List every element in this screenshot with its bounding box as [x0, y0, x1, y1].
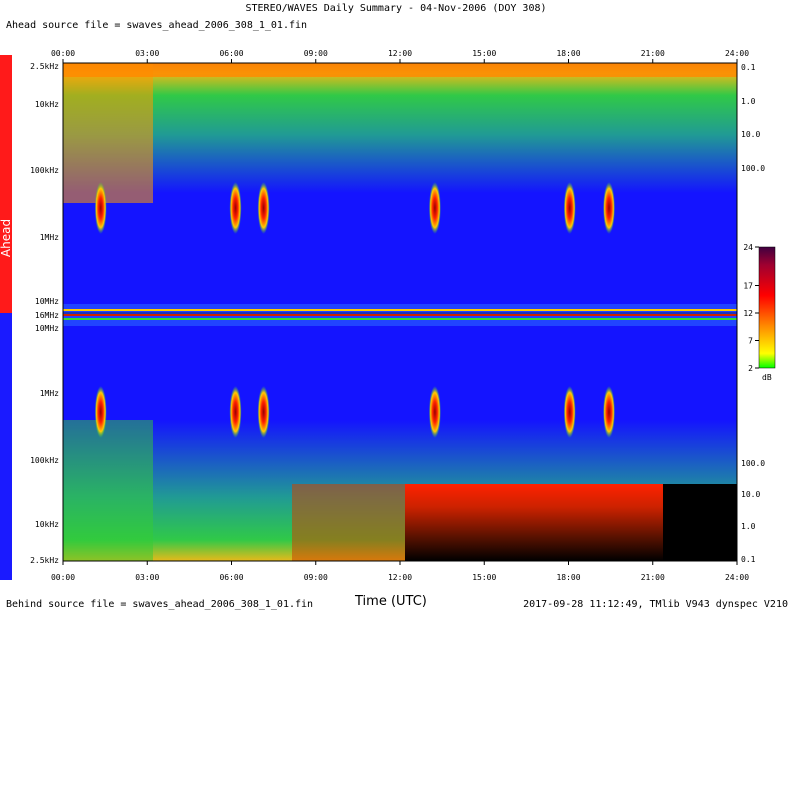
x-tick-top-label: 06:00 [219, 49, 243, 58]
behind-mid-block [292, 484, 405, 561]
behind-panel-bar: Behind [0, 313, 13, 797]
x-axis-label: Time (UTC) [355, 594, 427, 609]
burst-behind [94, 386, 107, 438]
colorbar-tick-label: 2 [748, 364, 753, 373]
ahead-panel-bar: Ahead [0, 55, 13, 313]
right-axis-behind: 100.0 10.0 1.0 0.1 [741, 459, 765, 564]
right-axis-ahead: 0.1 1.0 10.0 100.0 [741, 63, 765, 173]
right-tick-ahead-0: 0.1 [741, 63, 756, 72]
colorbar-tick-label: 7 [748, 337, 753, 346]
y-tick-ahead-10mhz: 10MHz [35, 297, 59, 306]
colorbar [758, 246, 776, 369]
y-tick-ahead-100khz: 100kHz [30, 166, 59, 175]
x-tick-top-label: 18:00 [556, 49, 580, 58]
y-tick-ahead-2.5khz: 2.5kHz [30, 62, 59, 71]
y-tick-ahead-1mhz: 1MHz [40, 233, 59, 242]
burst-behind [257, 386, 270, 438]
page-title: STEREO/WAVES Daily Summary - 04-Nov-2006… [245, 3, 547, 14]
burst-ahead [563, 182, 576, 234]
behind-source-file: Behind source file = swaves_ahead_2006_3… [6, 599, 314, 610]
colorbar-tick-label: 17 [743, 282, 753, 291]
y-tick-behind-100khz: 100kHz [30, 456, 59, 465]
behind-high-intensity-block [405, 484, 663, 561]
behind-early-emission [63, 420, 153, 561]
x-tick-bottom-label: 03:00 [135, 573, 159, 582]
x-tick-bottom-label: 06:00 [219, 573, 243, 582]
x-tick-top-label: 09:00 [304, 49, 328, 58]
x-tick-top-label: 00:00 [51, 49, 75, 58]
x-axis-bottom: 00:00 03:00 06:00 09:00 12:00 15:00 18:00 21:00… [51, 561, 749, 582]
interference-line-3 [63, 318, 737, 320]
burst-behind [603, 386, 616, 438]
y-tick-behind-10mhz: 10MHz [35, 324, 59, 333]
y-tick-behind-1mhz: 1MHz [40, 389, 59, 398]
x-tick-bottom-label: 15:00 [472, 573, 496, 582]
behind-label: Behind [0, 755, 13, 797]
burst-behind [563, 386, 576, 438]
right-tick-behind-3: 0.1 [741, 555, 756, 564]
colorbar-tick-label: 24 [743, 243, 753, 252]
burst-ahead [94, 182, 107, 234]
x-tick-bottom-label: 12:00 [388, 573, 412, 582]
x-tick-top-label: 03:00 [135, 49, 159, 58]
burst-behind [428, 386, 441, 438]
y-axis-ahead: 2.5kHz 10kHz 100kHz 1MHz 10MHz [30, 62, 59, 306]
dynamic-spectrum-chart: 00:00 03:00 06:00 09:00 12:00 15:00 18:00 21:00… [30, 49, 776, 582]
y-tick-behind-10khz: 10kHz [35, 520, 59, 529]
interference-line-2 [63, 314, 737, 316]
interference-line-1 [63, 309, 737, 311]
x-tick-bottom-label: 21:00 [641, 573, 665, 582]
x-axis-top: 00:00 03:00 06:00 09:00 12:00 15:00 18:00 21:00… [51, 49, 749, 63]
ahead-noise-band [63, 63, 737, 193]
colorbar-unit: dB [762, 373, 772, 382]
x-tick-bottom-label: 09:00 [304, 573, 328, 582]
x-tick-top-label: 12:00 [388, 49, 412, 58]
colorbar-tick-label: 12 [743, 309, 753, 318]
colorbar-ticks: 2 7 12 17 24 [743, 243, 759, 373]
ahead-early-emission [63, 63, 153, 203]
y-tick-behind-2.5khz: 2.5kHz [30, 556, 59, 565]
y-tick-ahead-10khz: 10kHz [35, 100, 59, 109]
right-tick-ahead-2: 10.0 [741, 130, 760, 139]
x-tick-bottom-label: 00:00 [51, 573, 75, 582]
ahead-source-file: Ahead source file = swaves_ahead_2006_30… [6, 20, 308, 31]
x-tick-top-label: 24:00 [725, 49, 749, 58]
x-tick-top-label: 15:00 [472, 49, 496, 58]
behind-late-block [663, 484, 737, 561]
y-axis-behind: 10MHz 1MHz 100kHz 10kHz 2.5kHz [30, 324, 59, 565]
burst-group [94, 182, 616, 438]
burst-behind [229, 386, 242, 438]
y-tick-16mhz: 16MHz [35, 311, 59, 320]
ahead-top-band [63, 63, 737, 77]
burst-ahead [428, 182, 441, 234]
burst-ahead [229, 182, 242, 234]
right-tick-behind-1: 10.0 [741, 490, 760, 499]
right-tick-ahead-3: 100.0 [741, 164, 765, 173]
footer-generated: 2017-09-28 11:12:49, TMlib V943 dynspec … [523, 599, 788, 610]
x-tick-bottom-label: 24:00 [725, 573, 749, 582]
right-tick-ahead-1: 1.0 [741, 97, 756, 106]
x-tick-top-label: 21:00 [641, 49, 665, 58]
right-tick-behind-2: 1.0 [741, 522, 756, 531]
right-tick-behind-0: 100.0 [741, 459, 765, 468]
burst-ahead [257, 182, 270, 234]
burst-ahead [603, 182, 616, 234]
x-tick-bottom-label: 18:00 [556, 573, 580, 582]
